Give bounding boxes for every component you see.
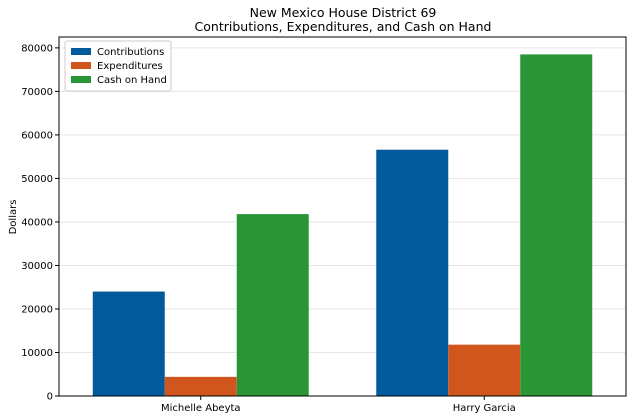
y-tick-label: 0 [47, 392, 53, 403]
plot-frame [58, 36, 627, 397]
y-tick-label: 80000 [21, 43, 53, 54]
bar-expenditures-michelle-abeyta [164, 376, 237, 396]
chart-subtitle: Contributions, Expenditures, and Cash on… [195, 19, 492, 34]
x-tick-label: Harry Garcia [453, 403, 516, 414]
legend: Contributions Expenditures Cash on Hand [64, 40, 172, 92]
y-axis: 0 10000 20000 30000 40000 50000 60000 70000 8000… [21, 43, 59, 403]
y-axis-label: Dollars [8, 200, 19, 235]
legend-label: Cash on Hand [97, 75, 167, 86]
legend-label: Contributions [97, 47, 164, 58]
bar-contributions-michelle-abeyta [92, 291, 165, 396]
chart-title: New Mexico House District 69 [250, 5, 437, 20]
y-tick-label: 70000 [21, 87, 53, 98]
bar-cash-on-hand-michelle-abeyta [236, 214, 309, 396]
y-tick-label: 30000 [21, 261, 53, 272]
y-tick-label: 10000 [21, 348, 53, 359]
legend-label: Expenditures [97, 61, 163, 72]
bar-cash-on-hand-harry-garcia [520, 54, 593, 396]
y-tick-label: 20000 [21, 304, 53, 315]
legend-swatch [71, 62, 91, 69]
y-tick-label: 40000 [21, 217, 53, 228]
legend-swatch [71, 48, 91, 55]
x-axis: Michelle Abeyta Harry Garcia [161, 396, 516, 414]
y-tick-label: 50000 [21, 174, 53, 185]
bar-expenditures-harry-garcia [448, 344, 521, 396]
bar-contributions-harry-garcia [376, 149, 449, 396]
x-tick-label: Michelle Abeyta [161, 403, 241, 414]
y-tick-label: 60000 [21, 130, 53, 141]
legend-box [64, 40, 172, 92]
bars [92, 54, 593, 396]
legend-swatch [71, 76, 91, 83]
